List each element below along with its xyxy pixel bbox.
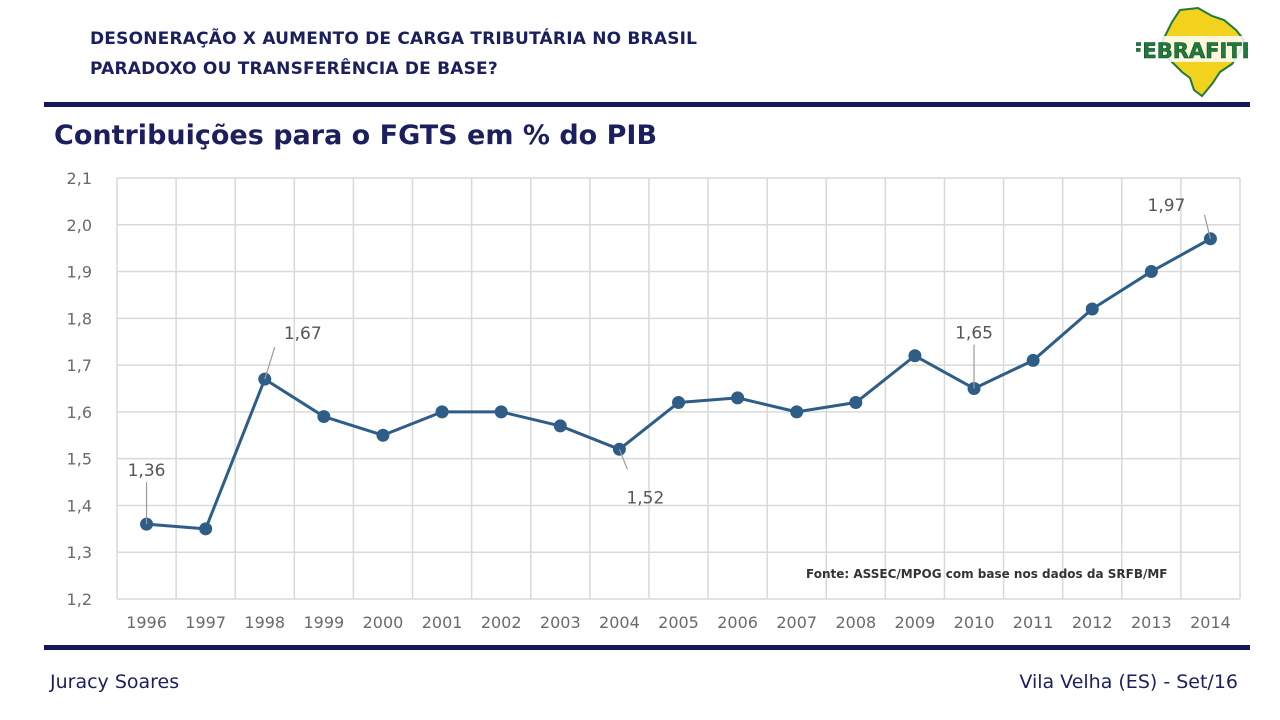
data-point xyxy=(199,522,213,536)
data-point xyxy=(435,405,449,419)
x-tick-label: 2012 xyxy=(1072,613,1113,632)
header-title-line-1: DESONERAÇÃO X AUMENTO DE CARGA TRIBUTÁRI… xyxy=(90,29,698,49)
y-tick-label: 1,4 xyxy=(67,496,92,515)
x-tick-label: 2007 xyxy=(776,613,817,632)
data-point xyxy=(672,396,685,410)
y-tick-label: 2,1 xyxy=(67,169,92,188)
data-label: 1,52 xyxy=(626,488,664,508)
y-tick-label: 2,0 xyxy=(67,216,92,235)
x-tick-label: 2010 xyxy=(954,613,995,632)
x-tick-label: 2011 xyxy=(1013,613,1054,632)
data-label: 1,65 xyxy=(955,324,993,344)
febrafite-logo: FEBRAFITE xyxy=(1136,6,1248,98)
data-point xyxy=(553,419,567,433)
y-tick-label: 1,7 xyxy=(67,356,92,375)
data-point xyxy=(376,428,390,442)
x-tick-label: 2005 xyxy=(658,613,699,632)
x-tick-label: 2008 xyxy=(835,613,876,632)
x-tick-label: 1999 xyxy=(304,613,345,632)
y-tick-label: 1,3 xyxy=(67,543,92,562)
annotation-leader xyxy=(618,449,628,470)
annotation-leader xyxy=(264,346,276,380)
y-tick-label: 1,8 xyxy=(67,309,92,328)
x-tick-label: 2000 xyxy=(363,613,404,632)
x-tick-label: 2002 xyxy=(481,613,522,632)
data-point xyxy=(790,405,804,419)
bottom-divider xyxy=(44,645,1250,650)
data-point xyxy=(317,410,331,424)
x-tick-label: 2004 xyxy=(599,613,640,632)
logo-text: FEBRAFITE xyxy=(1136,39,1248,63)
data-point xyxy=(1026,353,1040,367)
data-label: 1,36 xyxy=(128,461,166,481)
footer-location-date: Vila Velha (ES) - Set/16 xyxy=(1019,671,1238,693)
data-point xyxy=(849,396,863,410)
x-tick-label: 2003 xyxy=(540,613,581,632)
data-point xyxy=(908,349,922,363)
x-tick-label: 2013 xyxy=(1131,613,1172,632)
x-tick-label: 2006 xyxy=(717,613,758,632)
data-point xyxy=(494,405,508,419)
y-tick-label: 1,2 xyxy=(67,590,92,609)
x-tick-label: 1998 xyxy=(244,613,285,632)
y-tick-label: 1,6 xyxy=(67,403,92,422)
data-point xyxy=(1144,265,1158,279)
annotation-leader xyxy=(1203,214,1212,239)
chart-source-note: Fonte: ASSEC/MPOG com base nos dados da … xyxy=(806,567,1167,581)
header-title-line-2: PARADOXO OU TRANSFERÊNCIA DE BASE? xyxy=(90,59,498,79)
x-tick-label: 2014 xyxy=(1190,613,1231,632)
data-point xyxy=(731,391,745,405)
x-tick-label: 1996 xyxy=(126,613,167,632)
y-tick-label: 1,9 xyxy=(67,263,92,282)
x-tick-label: 2001 xyxy=(422,613,463,632)
series-line xyxy=(146,237,1212,531)
slide-title: Contribuições para o FGTS em % do PIB xyxy=(54,120,658,151)
footer-author: Juracy Soares xyxy=(50,671,180,693)
data-point xyxy=(1085,302,1099,316)
data-label: 1,67 xyxy=(284,324,322,344)
x-tick-label: 2009 xyxy=(895,613,936,632)
top-divider xyxy=(44,102,1250,107)
y-tick-label: 1,5 xyxy=(67,450,92,469)
data-label: 1,97 xyxy=(1148,196,1186,216)
x-tick-label: 1997 xyxy=(185,613,226,632)
